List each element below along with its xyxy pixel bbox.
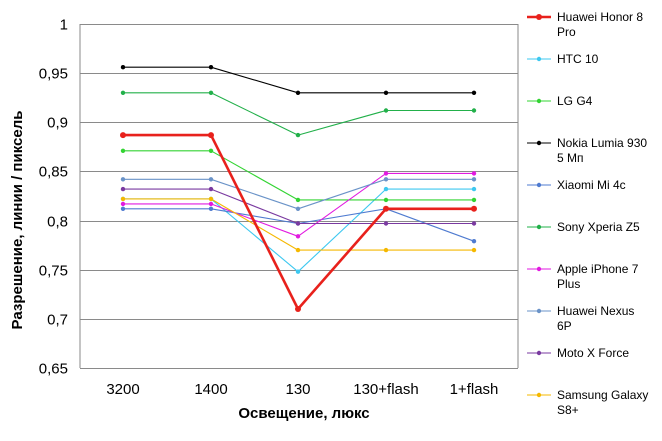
legend-label: Moto X Force — [557, 346, 629, 360]
y-tick-label: 0,8 — [47, 214, 68, 231]
legend-swatch-marker — [536, 56, 542, 62]
series-line — [123, 92, 474, 136]
data-point — [208, 177, 214, 182]
y-axis-ticks: 0,65 0,7 0,75 0,8 0,85 0,9 0,95 1 — [39, 17, 68, 378]
y-tick-label: 0,65 — [39, 361, 68, 378]
legend-swatch-marker — [536, 224, 542, 230]
legend-swatch-marker — [536, 14, 542, 20]
series-line — [123, 188, 474, 225]
y-tick-label: 0,95 — [39, 66, 68, 83]
data-point — [208, 132, 214, 139]
data-point — [120, 132, 126, 139]
legend-label: Huawei Nexus 6P — [557, 304, 634, 333]
series-line — [123, 172, 474, 237]
data-point — [383, 171, 389, 176]
data-point — [208, 201, 214, 207]
legend-label: Apple iPhone 7 Plus — [557, 262, 639, 291]
data-point — [295, 197, 301, 203]
legend-swatch-marker — [536, 392, 542, 398]
data-point — [120, 201, 126, 207]
series-lines — [120, 65, 477, 312]
data-point — [208, 206, 214, 211]
legend-label: Xiaomi Mi 4c — [557, 178, 626, 192]
data-point — [208, 90, 214, 96]
data-point — [471, 108, 477, 113]
x-tick-label: 3200 — [106, 381, 139, 398]
data-point — [383, 177, 389, 182]
x-axis-title: Освещение, люкс — [238, 405, 369, 422]
data-point — [471, 239, 477, 244]
data-point — [208, 65, 214, 70]
data-point — [383, 205, 389, 212]
legend-label: LG G4 — [557, 94, 593, 108]
data-point — [471, 197, 477, 203]
y-tick-label: 0,85 — [39, 164, 68, 181]
series-line — [123, 66, 474, 94]
data-point — [471, 90, 477, 96]
data-point — [383, 221, 389, 226]
legend-label: HTC 10 — [557, 52, 599, 66]
legend-swatch-marker — [536, 98, 542, 104]
data-point — [120, 196, 126, 202]
legend-swatch-marker — [536, 140, 542, 146]
y-axis-title: Разрешение, линии / пиксель — [9, 111, 26, 330]
data-point — [471, 177, 477, 182]
legend-swatch-marker — [536, 182, 542, 188]
y-tick-label: 0,75 — [39, 263, 68, 280]
data-point — [120, 206, 126, 211]
data-point — [383, 186, 389, 192]
x-tick-label: 1400 — [194, 381, 227, 398]
legend-label: Sony Xperia Z5 — [557, 220, 640, 234]
legend-label: Nokia Lumia 930 5 Мп — [557, 136, 647, 165]
data-point — [471, 205, 477, 212]
data-point — [295, 306, 301, 312]
x-tick-label: 130 — [285, 381, 310, 398]
data-point — [120, 186, 126, 192]
data-point — [471, 171, 477, 176]
data-point — [120, 177, 126, 182]
data-point — [120, 148, 126, 153]
data-point — [383, 197, 389, 203]
x-axis-ticks: 3200 1400 130 130+flash 1+flash — [106, 381, 498, 398]
series-line — [123, 150, 474, 201]
data-point — [208, 148, 214, 153]
data-point — [383, 108, 389, 113]
data-point — [471, 186, 477, 192]
y-tick-label: 0,9 — [47, 115, 68, 132]
legend-swatch-marker — [536, 308, 542, 314]
legend: Huawei Honor 8 Pro HTC 10 LG G4 Nokia Lumia … — [527, 10, 648, 417]
data-point — [295, 90, 301, 96]
legend-label: Samsung Galaxy S8+ — [557, 388, 648, 417]
data-point — [208, 196, 214, 202]
data-point — [120, 90, 126, 96]
legend-swatch-marker — [536, 266, 542, 272]
x-tick-label: 1+flash — [450, 381, 499, 398]
data-point — [295, 206, 301, 211]
data-point — [383, 247, 389, 253]
data-point — [471, 247, 477, 253]
data-point — [295, 132, 301, 138]
data-point — [208, 186, 214, 192]
data-point — [295, 221, 301, 226]
grid — [79, 24, 519, 369]
data-point — [295, 234, 301, 239]
data-point — [120, 65, 126, 70]
y-tick-label: 1 — [60, 17, 68, 34]
legend-label: Huawei Honor 8 Pro — [557, 10, 643, 39]
data-point — [471, 221, 477, 226]
y-tick-label: 0,7 — [47, 312, 68, 329]
data-point — [295, 247, 301, 253]
legend-swatch-marker — [536, 350, 542, 356]
data-point — [295, 269, 301, 274]
x-tick-label: 130+flash — [353, 381, 418, 398]
data-point — [383, 90, 389, 96]
